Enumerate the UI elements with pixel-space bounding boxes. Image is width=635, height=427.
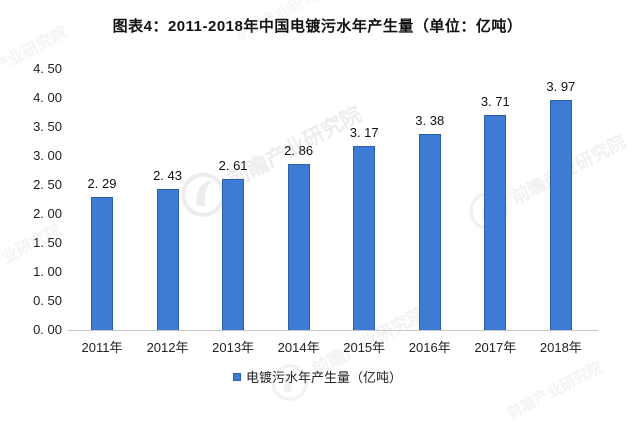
x-axis-category-label: 2016年 — [408, 340, 451, 355]
x-axis-category-label: 2017年 — [474, 340, 517, 355]
y-axis-tick-label: 0. 50 — [33, 293, 62, 308]
legend: 电镀污水年产生量（亿吨） — [0, 367, 635, 386]
x-axis-category-label: 2013年 — [212, 340, 255, 355]
bar-value-label: 2. 86 — [284, 143, 314, 158]
bar — [222, 179, 245, 330]
bar-value-label: 2. 61 — [218, 158, 248, 173]
x-axis-category-label: 2012年 — [146, 340, 189, 355]
legend-marker-swatch — [232, 372, 241, 381]
bar — [353, 146, 376, 330]
bar-value-label: 3. 97 — [546, 79, 576, 94]
legend-entry: 电镀污水年产生量（亿吨） — [232, 367, 402, 386]
legend-label: 电镀污水年产生量（亿吨） — [245, 370, 402, 385]
bar — [91, 197, 113, 330]
bar-value-label: 3. 17 — [349, 125, 379, 140]
y-axis-tick-label: 2. 00 — [33, 206, 62, 221]
y-axis-tick-label: 0. 00 — [33, 322, 62, 337]
x-axis-category-label: 2014年 — [277, 340, 320, 355]
x-axis-category-label: 2015年 — [343, 340, 386, 355]
watermark: 前瞻产业研究院 — [0, 217, 65, 291]
bar — [287, 164, 310, 330]
y-axis-tick-label: 3. 00 — [33, 148, 62, 163]
bar-value-label: 3. 71 — [480, 94, 510, 109]
watermark-text: 前瞻产业研究院 — [0, 222, 65, 290]
x-axis-line — [68, 330, 598, 331]
bar-value-label: 2. 43 — [153, 168, 182, 183]
bar — [549, 100, 572, 330]
y-axis-tick-label: 2. 50 — [33, 177, 62, 192]
y-axis-tick-label: 4. 00 — [33, 90, 62, 105]
y-axis-tick-label: 4. 50 — [33, 61, 62, 76]
chart-title: 图表4：2011-2018年中国电镀污水年产生量（单位：亿吨） — [112, 18, 523, 35]
x-axis-category-label: 2018年 — [539, 340, 582, 355]
y-axis-tick-label: 3. 50 — [33, 119, 62, 134]
bar — [156, 189, 179, 330]
x-axis-category-label: 2011年 — [81, 340, 123, 355]
bar-value-label: 3. 38 — [415, 113, 445, 128]
bar — [484, 115, 507, 330]
y-axis-tick-label: 1. 50 — [33, 235, 62, 250]
bar — [418, 134, 441, 330]
bar-value-label: 2. 29 — [87, 176, 117, 191]
y-axis-tick-label: 1. 00 — [33, 264, 62, 279]
